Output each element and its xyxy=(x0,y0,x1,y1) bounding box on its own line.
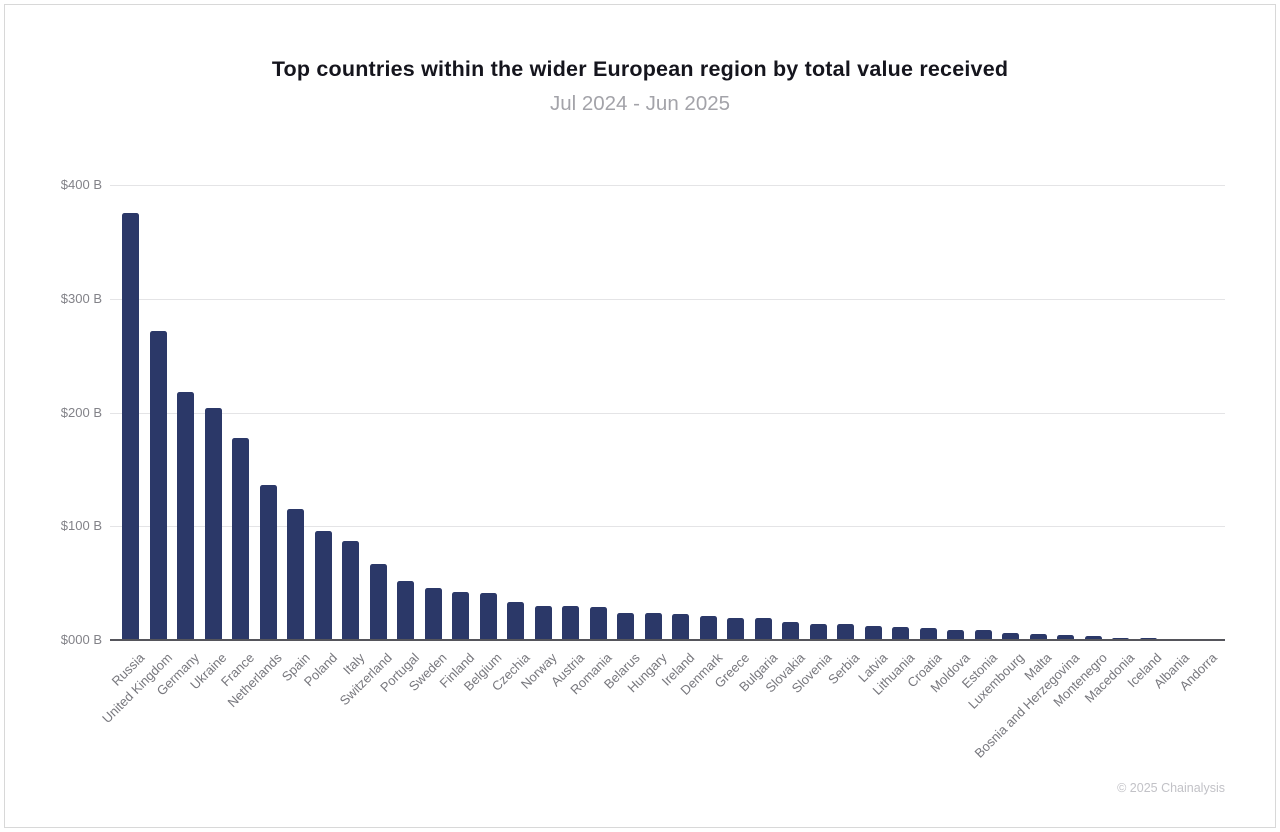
bar-ukraine xyxy=(204,407,222,640)
bar-latvia xyxy=(864,626,882,640)
bar-hungary xyxy=(644,612,662,640)
bar-netherlands xyxy=(259,485,277,640)
bar-denmark xyxy=(699,616,717,640)
y-tick-label: $000 B xyxy=(60,632,102,647)
bar-macedonia xyxy=(1112,637,1130,640)
bar-united-kingdom xyxy=(149,330,167,640)
chart-title: Top countries within the wider European … xyxy=(271,57,1009,81)
bar-montenegro xyxy=(1084,636,1102,640)
bar-belgium xyxy=(479,593,497,640)
bar-luxembourg xyxy=(1002,633,1020,640)
bar-greece xyxy=(727,618,745,640)
bar-czechia xyxy=(507,602,525,640)
bar-belarus xyxy=(617,612,635,640)
gridline xyxy=(110,298,1225,300)
bar-romania xyxy=(589,607,607,640)
y-tick-label: $200 B xyxy=(60,404,102,420)
bar-estonia xyxy=(974,630,992,640)
bar-bulgaria xyxy=(754,618,772,640)
bar-germany xyxy=(177,392,195,640)
bar-serbia xyxy=(837,624,855,640)
bar-portugal xyxy=(397,580,415,640)
bar-finland xyxy=(452,592,470,640)
bar-russia xyxy=(122,213,140,640)
bar-austria xyxy=(562,605,580,640)
copyright-notice: © 2025 Chainalysis xyxy=(1117,781,1225,795)
bar-switzerland xyxy=(369,563,387,640)
bar-norway xyxy=(534,605,552,640)
y-tick-label: $400 B xyxy=(60,177,102,192)
bar-croatia xyxy=(919,628,937,640)
bar-sweden xyxy=(424,587,442,640)
bar-ireland xyxy=(672,613,690,640)
bar-lithuania xyxy=(892,627,910,640)
gridline xyxy=(110,412,1225,414)
x-tick-label: Serbia xyxy=(825,650,863,688)
x-axis-line xyxy=(110,639,1225,641)
bar-poland xyxy=(314,530,332,640)
bar-slovakia xyxy=(782,622,800,640)
gridline xyxy=(110,526,1225,528)
chart-subtitle: Jul 2024 - Jun 2025 xyxy=(549,92,731,115)
bar-malta xyxy=(1029,633,1047,640)
y-tick-label: $100 B xyxy=(60,518,102,534)
bar-france xyxy=(232,437,250,640)
bar-bosnia-and-herzegovina xyxy=(1057,635,1075,640)
y-tick-label: $300 B xyxy=(60,290,102,306)
gridline xyxy=(110,185,1225,186)
bar-italy xyxy=(342,541,360,640)
bar-slovenia xyxy=(809,623,827,640)
bar-moldova xyxy=(947,629,965,640)
bar-spain xyxy=(287,509,305,640)
